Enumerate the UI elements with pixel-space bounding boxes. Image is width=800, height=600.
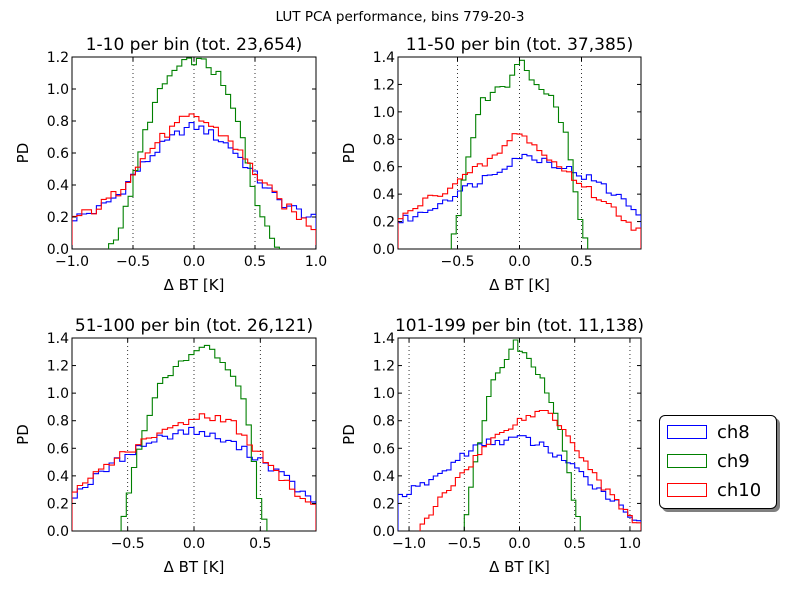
subplot-title-2: 11-50 per bin (tot. 37,385) (406, 35, 633, 55)
y-tick-label-2-1: 0.0 (373, 242, 395, 258)
legend-swatch-ch8 (667, 425, 707, 439)
legend-label-ch9: ch9 (717, 450, 750, 472)
figure-suptitle: LUT PCA performance, bins 779-20-3 (275, 9, 525, 25)
series-ch10-4 (419, 409, 641, 531)
x-tick-label-4-4: 0.5 (564, 536, 586, 552)
x-tick-label-4-2: −0.5 (447, 536, 481, 552)
y-tick-label-2-6: 1.0 (373, 105, 395, 121)
x-tick-label-3-2: 0.0 (183, 536, 205, 552)
x-tick-label-2-2: 0.0 (508, 254, 530, 270)
x-tick-label-1-1: −1.0 (55, 254, 89, 270)
y-tick-label-2-2: 0.2 (373, 215, 395, 231)
y-axis-label-3: PD (14, 424, 32, 445)
y-tick-label-3-1: 0.0 (47, 524, 69, 540)
y-tick-label-3-4: 0.6 (47, 441, 69, 457)
series-ch10-3 (72, 413, 316, 531)
x-tick-label-4-1: −1.0 (392, 536, 426, 552)
legend-label-ch10: ch10 (717, 479, 762, 501)
series-ch9-1 (108, 57, 280, 249)
y-tick-label-4-1: 0.0 (373, 524, 395, 540)
x-tick-label-1-3: 0.0 (183, 254, 205, 270)
y-tick-label-4-7: 1.2 (373, 359, 395, 375)
y-tick-label-4-4: 0.6 (373, 441, 395, 457)
y-tick-label-3-5: 0.8 (47, 414, 69, 430)
y-tick-label-1-6: 1.0 (47, 82, 69, 98)
x-tick-label-1-2: −0.5 (116, 254, 150, 270)
series-ch9-3 (120, 344, 268, 531)
subplot-title-1: 1-10 per bin (tot. 23,654) (86, 35, 303, 55)
x-axis-label-2: Δ BT [K] (489, 276, 550, 294)
y-tick-label-3-8: 1.4 (47, 331, 69, 347)
y-tick-label-1-5: 0.8 (47, 114, 69, 130)
y-tick-label-4-6: 1.0 (373, 386, 395, 402)
x-tick-label-4-5: 1.0 (619, 536, 641, 552)
y-tick-label-3-2: 0.2 (47, 496, 69, 512)
legend-swatch-ch10 (667, 483, 707, 497)
y-tick-label-4-5: 0.8 (373, 414, 395, 430)
series-ch8-3 (72, 426, 316, 531)
y-tick-label-2-3: 0.4 (373, 187, 395, 203)
x-tick-label-4-3: 0.0 (508, 536, 530, 552)
y-tick-label-3-3: 0.4 (47, 469, 69, 485)
series-ch10-2 (398, 133, 641, 249)
y-tick-label-2-8: 1.4 (373, 50, 395, 66)
y-tick-label-1-4: 0.6 (47, 146, 69, 162)
legend-label-ch8: ch8 (717, 421, 750, 443)
y-tick-label-1-1: 0.0 (47, 242, 69, 258)
y-axis-label-1: PD (14, 143, 32, 164)
y-tick-label-3-7: 1.2 (47, 359, 69, 375)
y-tick-label-1-2: 0.2 (47, 210, 69, 226)
y-tick-label-1-3: 0.4 (47, 178, 69, 194)
legend-item-ch10: ch10 (667, 479, 762, 501)
subplot-title-3: 51-100 per bin (tot. 26,121) (75, 316, 313, 336)
x-tick-label-2-3: 0.5 (570, 254, 592, 270)
x-tick-label-1-5: 1.0 (305, 254, 327, 270)
y-tick-label-4-3: 0.4 (373, 469, 395, 485)
x-tick-label-3-1: −0.5 (111, 536, 145, 552)
y-axis-label-4: PD (340, 424, 358, 445)
subplot-title-4: 101-199 per bin (tot. 11,138) (395, 316, 644, 336)
x-tick-label-2-1: −0.5 (441, 254, 475, 270)
y-tick-label-3-6: 1.0 (47, 386, 69, 402)
x-tick-label-1-4: 0.5 (244, 254, 266, 270)
legend-item-ch8: ch8 (667, 421, 750, 443)
x-axis-label-4: Δ BT [K] (489, 558, 550, 576)
y-axis-label-2: PD (340, 143, 358, 164)
legend-item-ch9: ch9 (667, 450, 750, 472)
series-ch8-4 (398, 435, 641, 531)
x-axis-label-1: Δ BT [K] (164, 276, 225, 294)
series-ch9-4 (463, 339, 581, 531)
series-ch10-1 (72, 113, 316, 249)
legend: ch8 ch9 ch10 (659, 415, 777, 509)
series-ch9-2 (450, 59, 589, 249)
y-tick-label-1-7: 1.2 (47, 50, 69, 66)
x-tick-label-3-3: 0.5 (249, 536, 271, 552)
y-tick-label-2-5: 0.8 (373, 132, 395, 148)
y-tick-label-2-4: 0.6 (373, 160, 395, 176)
y-tick-label-4-8: 1.4 (373, 331, 395, 347)
x-axis-label-3: Δ BT [K] (164, 558, 225, 576)
y-tick-label-4-2: 0.2 (373, 496, 395, 512)
legend-swatch-ch9 (667, 454, 707, 468)
series-ch8-2 (398, 153, 641, 249)
y-tick-label-2-7: 1.2 (373, 77, 395, 93)
